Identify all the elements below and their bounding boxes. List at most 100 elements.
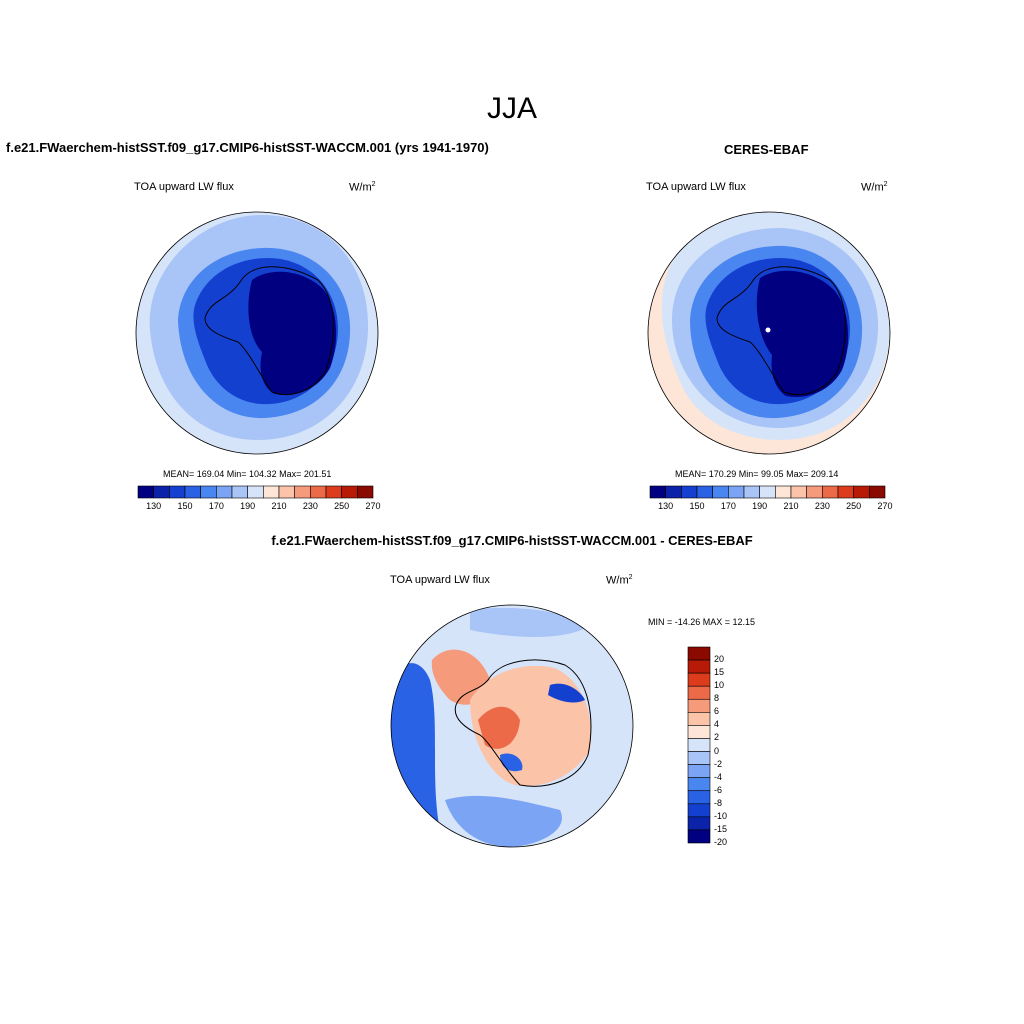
model-colorbar-box [169,485,186,499]
model-colorbar-box [325,485,342,499]
obs-colorbar-box [853,485,870,499]
obs-colorbar-box [806,485,823,499]
obs-variable-label: TOA upward LW flux [646,181,746,193]
obs-panel-title: CERES-EBAF [724,142,809,157]
model-polar-map [136,212,378,454]
diff-panel-title: f.e21.FWaerchem-histSST.f09_g17.CMIP6-hi… [271,533,753,548]
obs-colorbar-box [790,485,807,499]
obs-colorbar-box [822,485,839,499]
obs-colorbar-box [728,485,745,499]
diff-colorbar-tick-label: 6 [714,706,720,717]
diff-colorbar-tick-label: -8 [714,797,723,808]
obs-polar-map [648,212,890,454]
obs-colorbar-box [649,485,666,499]
model-coastline [204,266,334,395]
obs-colorbar-box [696,485,713,499]
model-colorbar-box [153,485,170,499]
diff-blue-south [445,795,562,847]
diff-colorbar-tick-label: -15 [714,823,728,834]
diff-colorbar-box [687,803,711,818]
diff-colorbar-box [687,659,711,674]
obs-colorbar-tick-label: 250 [846,501,862,511]
obs-colorbar-box [712,485,729,499]
diff-blue-north [470,607,590,637]
diff-colorbar-tick-label: -10 [714,810,728,821]
diff-colorbar-box [687,712,711,726]
diff-colorbar-box [687,672,711,687]
diff-colorbar-tick-label: -6 [714,784,723,795]
model-colorbar-tick-label: 250 [334,501,350,511]
diff-colorbar-box [687,777,711,792]
diff-colorbar-box [687,764,711,778]
obs-colorbar-tick-label: 170 [720,501,736,511]
diff-colorbar-tick-label: -4 [714,771,723,782]
obs-colorbar-box [681,485,698,499]
diff-colorbar-tick-label: 8 [714,693,720,704]
obs-core [756,270,849,397]
diff-colorbar-tick-label: 4 [714,719,720,730]
model-colorbar-tick-label: 150 [177,501,193,511]
model-stats: MEAN= 169.04 Min= 104.32 Max= 201.51 [163,469,332,479]
model-colorbar-box [278,485,295,499]
diff-warm-core [478,706,520,749]
model-colorbar-box [231,485,248,499]
diff-variable-label: TOA upward LW flux [390,574,490,586]
obs-stats: MEAN= 170.29 Min= 99.05 Max= 209.14 [675,469,839,479]
diff-colorbar-tick-label: 20 [714,654,725,665]
model-core [248,271,337,395]
main-title: JJA [486,92,537,125]
model-colorbar-box [310,485,327,499]
obs-colorbar-tick-label: 270 [877,501,893,511]
obs-map-border [647,211,891,455]
diff-minmax: MIN = -14.26 MAX = 12.15 [648,617,756,627]
model-colorbar-box [263,485,280,499]
diff-colorbar-box [687,738,711,752]
diff-colorbar [687,646,711,844]
model-colorbar-box [357,485,374,499]
model-units: W/m2 [349,181,376,194]
diff-units: W/m2 [606,574,633,587]
diff-colorbar-box [687,646,711,661]
diff-blue-streak [548,683,585,703]
diff-colorbar-box [687,698,711,713]
obs-colorbar-tick-label: 190 [752,501,768,511]
model-colorbar-box [137,485,154,499]
model-colorbar-tick-label: 230 [302,501,318,511]
model-colorbar-tick-label: 170 [208,501,224,511]
diff-coastline [454,659,592,787]
diff-polar-map [391,605,633,847]
model-panel-title: f.e21.FWaerchem-histSST.f09_g17.CMIP6-hi… [6,140,489,155]
model-colorbar-box [294,485,311,499]
obs-colorbar-tick-label: 130 [658,501,674,511]
model-colorbar-tick-label: 190 [240,501,256,511]
obs-colorbar-box [837,485,854,499]
diff-colorbar-box [687,725,711,739]
model-colorbar-box [341,485,358,499]
model-colorbar [137,485,374,499]
model-colorbar-box [184,485,201,499]
obs-colorbar-tick-label: 210 [783,501,799,511]
diff-colorbar-tick-label: -2 [714,758,723,769]
obs-colorbar-tick-label: 230 [814,501,830,511]
diff-colorbar-box [687,790,711,805]
diff-colorbar-tick-label: 2 [714,732,720,743]
diff-colorbar-tick-label: 15 [714,667,725,678]
model-variable-label: TOA upward LW flux [134,181,234,193]
obs-colorbar [649,485,886,499]
obs-colorbar-box [743,485,760,499]
model-colorbar-tick-label: 270 [365,501,381,511]
diff-colorbar-box [687,816,711,831]
model-colorbar-tick-label: 130 [146,501,162,511]
diff-colorbar-tick-label: 10 [714,680,725,691]
obs-missing-point [765,327,771,333]
model-colorbar-box [200,485,217,499]
diff-warm-peninsula [431,649,490,705]
model-map-border [135,211,379,455]
obs-colorbar-box [665,485,682,499]
diff-colorbar-tick-label: -20 [714,837,728,847]
obs-colorbar-box [759,485,776,499]
model-colorbar-tick-label: 210 [271,501,287,511]
diff-colorbar-box [687,685,711,700]
diff-colorbar-tick-label: 0 [714,745,720,756]
